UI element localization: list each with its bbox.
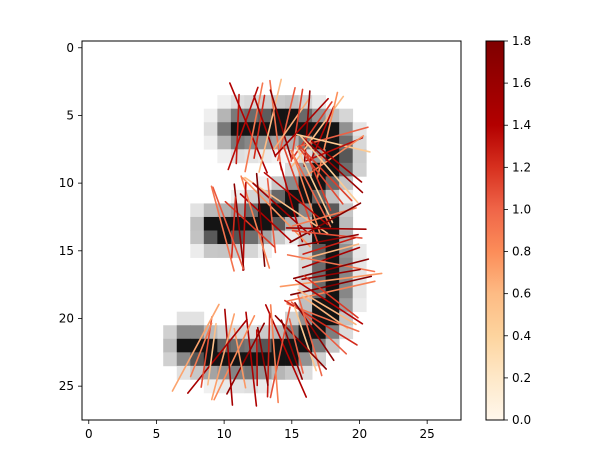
image-pixel [204, 231, 218, 245]
image-pixel [244, 244, 258, 258]
image-pixel [190, 312, 204, 326]
x-tick-label: 5 [153, 427, 161, 441]
image-pixel [177, 339, 191, 353]
image-pixel [217, 136, 231, 150]
image-pixel [244, 366, 258, 380]
y-tick-label: 15 [59, 244, 74, 258]
y-tick-label: 20 [59, 311, 74, 325]
image-pixel [163, 352, 177, 366]
colorbar-tick-label: 1.8 [512, 34, 531, 48]
image-pixel [272, 366, 286, 380]
image-pixel [244, 231, 258, 245]
image-pixel [163, 325, 177, 339]
image-pixel [190, 231, 204, 245]
colorbar-tick-label: 0.6 [512, 287, 531, 301]
image-pixel [258, 379, 272, 393]
y-tick-label: 5 [66, 108, 74, 122]
x-tick-label: 10 [216, 427, 231, 441]
colorbar-tick-label: 0.0 [512, 413, 531, 427]
image-pixel [217, 109, 231, 123]
colorbar-tick-label: 0.4 [512, 329, 531, 343]
image-pixel [177, 352, 191, 366]
image-pixel [244, 379, 258, 393]
colorbar-tick-label: 1.4 [512, 118, 531, 132]
image-pixel [353, 163, 367, 177]
colorbar-tick-label: 0.2 [512, 371, 531, 385]
image-pixel [285, 366, 299, 380]
image-pixel [217, 149, 231, 163]
image-pixel [353, 285, 367, 299]
x-tick-label: 15 [284, 427, 299, 441]
x-tick-label: 25 [420, 427, 435, 441]
image-pixel [204, 217, 218, 231]
y-tick-label: 10 [59, 176, 74, 190]
image-pixel [190, 217, 204, 231]
image-pixel [204, 203, 218, 217]
x-tick-label: 20 [352, 427, 367, 441]
image-pixel [217, 122, 231, 136]
image-pixel [339, 109, 353, 123]
colorbar-tick-label: 1.6 [512, 76, 531, 90]
x-tick-label: 0 [85, 427, 93, 441]
image-pixel [204, 339, 218, 353]
image-pixel [177, 312, 191, 326]
image-pixel [190, 244, 204, 258]
image-pixel [204, 136, 218, 150]
image-pixel [204, 122, 218, 136]
image-pixel [163, 339, 177, 353]
colorbar [486, 41, 504, 420]
y-tick-label: 25 [59, 379, 74, 393]
colorbar-tick-label: 1.0 [512, 202, 531, 216]
image-pixel [217, 95, 231, 109]
image-pixel [353, 244, 367, 258]
image-pixel [204, 244, 218, 258]
colorbar-tick-label: 1.2 [512, 160, 531, 174]
image-pixel [353, 298, 367, 312]
image-pixel [204, 109, 218, 123]
colorbar-tick-label: 0.8 [512, 245, 531, 259]
image-pixel [190, 203, 204, 217]
image-pixel [177, 325, 191, 339]
y-tick-label: 0 [66, 41, 74, 55]
